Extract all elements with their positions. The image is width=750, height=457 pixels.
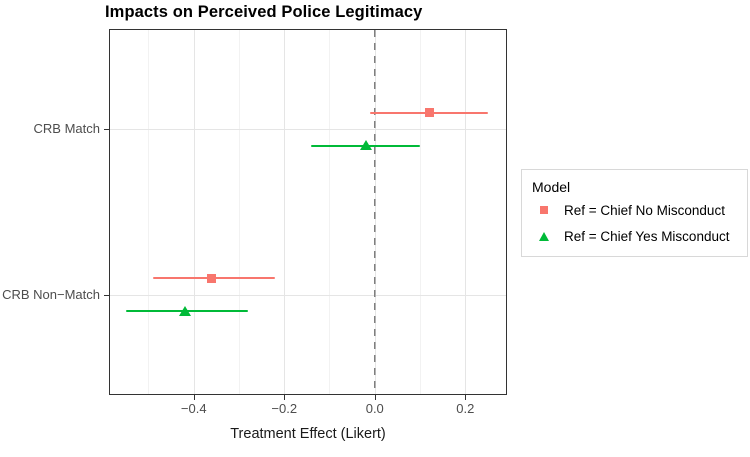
y-axis-label-crb-match: CRB Match (33, 121, 100, 137)
plot-panel (109, 29, 507, 395)
square-marker-icon (540, 206, 548, 214)
gridline-y-major (110, 294, 506, 296)
triangle-marker-icon (539, 231, 549, 241)
gridline-x-minor (329, 30, 331, 394)
legend-title: Model (532, 179, 571, 195)
x-tick-mark (284, 395, 286, 400)
x-tick-label: 0.2 (456, 401, 475, 416)
x-tick-mark (465, 395, 467, 400)
gridline-x-minor (238, 30, 240, 394)
legend-key (532, 231, 556, 241)
legend: Model Ref = Chief No Misconduct Ref = Ch… (521, 169, 748, 257)
point-marker-square (424, 108, 434, 118)
zero-reference-line (374, 30, 376, 394)
data-layer (110, 30, 506, 394)
x-tick-mark (193, 395, 195, 400)
point-marker-triangle (359, 140, 372, 151)
x-tick-label: −0.4 (180, 401, 207, 416)
legend-item-label: Ref = Chief No Misconduct (564, 202, 725, 218)
x-tick-mark (374, 395, 376, 400)
y-axis-label-crb-non-match: CRB Non−Match (2, 286, 100, 302)
y-tick-mark (104, 129, 109, 131)
gridline-x-major (193, 30, 195, 394)
x-tick-label: 0.0 (365, 401, 384, 416)
legend-key (532, 206, 556, 214)
gridline-y-major (110, 129, 506, 131)
point-marker-square (207, 273, 217, 283)
gridline-x-major (465, 30, 467, 394)
legend-item-ref-yes-misconduct: Ref = Chief Yes Misconduct (532, 223, 737, 249)
x-tick-label: −0.2 (271, 401, 298, 416)
y-tick-mark (104, 294, 109, 296)
gridline-x-major (284, 30, 286, 394)
gridline-x-minor (148, 30, 150, 394)
legend-item-ref-no-misconduct: Ref = Chief No Misconduct (532, 197, 737, 223)
point-marker-triangle (178, 305, 191, 316)
chart-title: Impacts on Perceived Police Legitimacy (105, 3, 423, 21)
legend-item-label: Ref = Chief Yes Misconduct (564, 228, 730, 244)
x-axis-title: Treatment Effect (Likert) (230, 426, 386, 442)
gridline-x-minor (420, 30, 421, 394)
